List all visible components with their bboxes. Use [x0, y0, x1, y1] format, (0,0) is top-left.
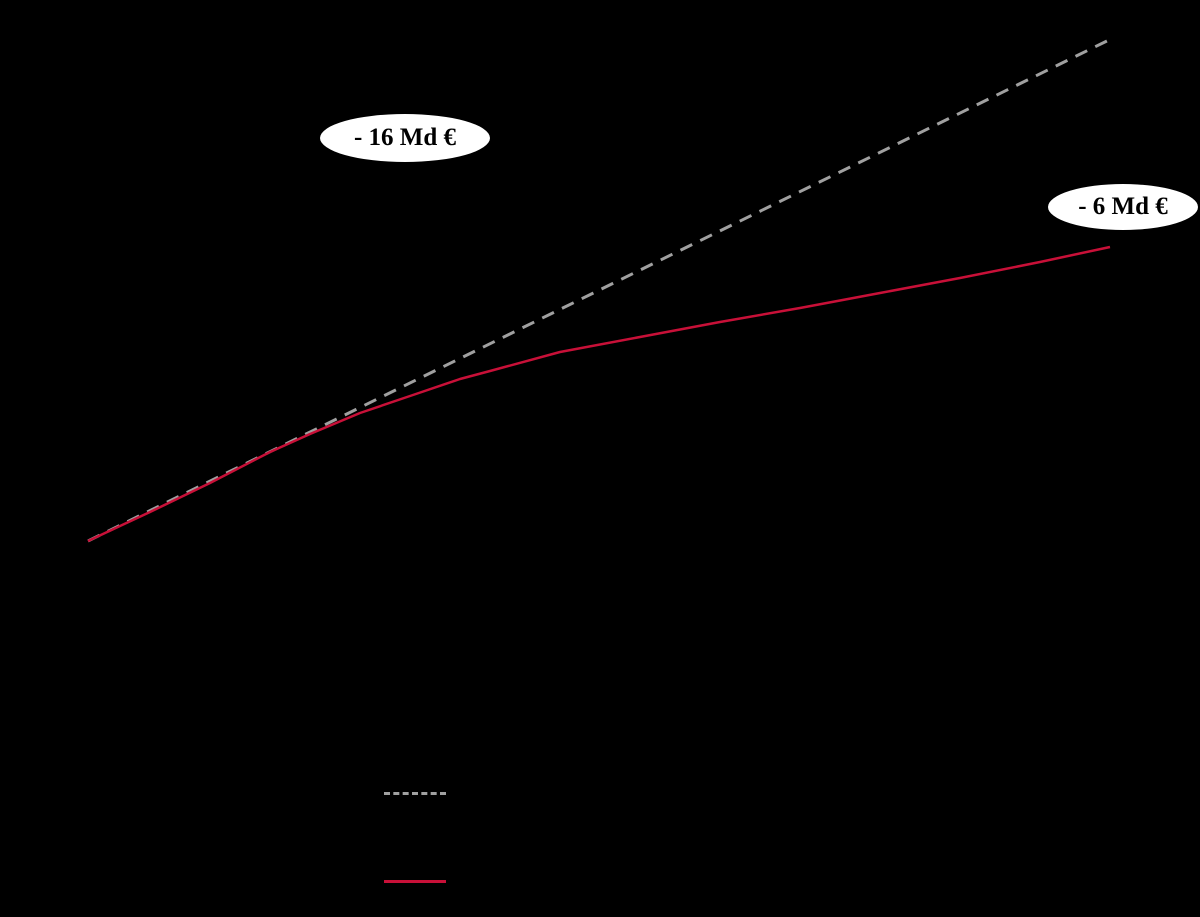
annotation-label-16: - 16 Md € [353, 124, 457, 151]
annotation-label-6: - 6 Md € [1078, 193, 1168, 220]
annotation-ellipse-16: - 16 Md € [318, 112, 492, 164]
legend-swatch-dashed-line [384, 792, 446, 795]
series-trend-dashed [87, 36, 1114, 543]
annotation-ellipse-6: - 6 Md € [1046, 182, 1200, 232]
series-actual-solid [87, 245, 1111, 543]
legend-swatch-solid-line [384, 880, 446, 883]
